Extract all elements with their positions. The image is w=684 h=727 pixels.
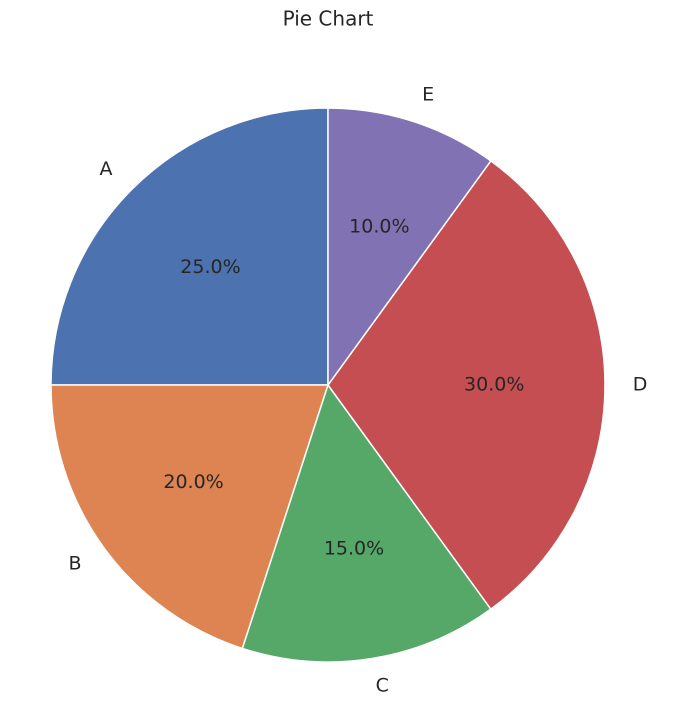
value-label: 30.0% bbox=[464, 374, 524, 396]
value-label: 25.0% bbox=[180, 256, 240, 278]
pie-slice bbox=[50, 107, 329, 386]
pie-slice bbox=[327, 107, 492, 386]
pie-slice bbox=[50, 384, 329, 650]
pie-slice bbox=[327, 160, 606, 610]
slice-label: E bbox=[422, 84, 434, 106]
value-label: 10.0% bbox=[349, 215, 409, 237]
chart-title: Pie Chart bbox=[283, 7, 374, 31]
slice-label: C bbox=[376, 674, 389, 696]
slice-label: D bbox=[633, 374, 648, 396]
pie-slice bbox=[241, 384, 492, 663]
slice-label: A bbox=[100, 158, 113, 180]
value-label: 20.0% bbox=[163, 471, 223, 493]
slice-label: B bbox=[68, 553, 81, 575]
value-label: 15.0% bbox=[324, 538, 384, 560]
